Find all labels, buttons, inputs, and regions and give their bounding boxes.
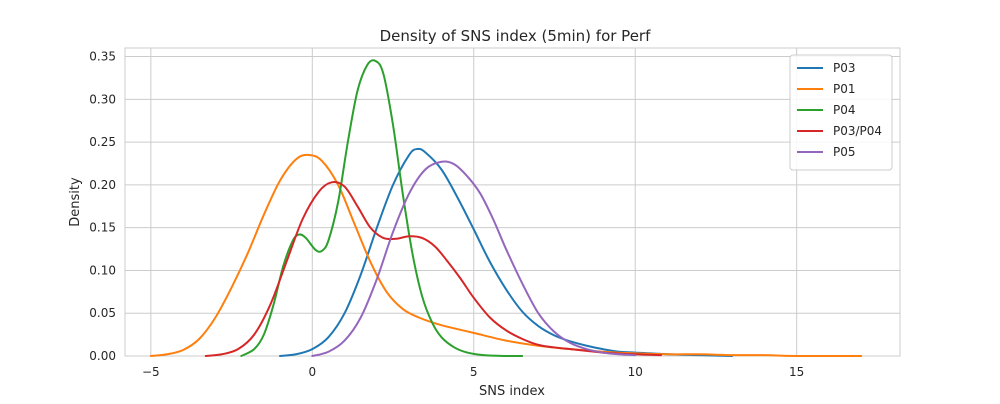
y-tick-label: 0.15 bbox=[89, 221, 116, 235]
x-axis-ticks: −5 0 5 10 15 bbox=[142, 365, 804, 379]
legend-label-p03: P03 bbox=[833, 61, 856, 75]
x-tick-label: 0 bbox=[308, 365, 316, 379]
legend-label-p01: P01 bbox=[833, 82, 856, 96]
y-tick-label: 0.00 bbox=[89, 349, 116, 363]
x-tick-label: 5 bbox=[470, 365, 478, 379]
y-tick-label: 0.20 bbox=[89, 178, 116, 192]
series-line-p04 bbox=[240, 59, 524, 358]
y-tick-label: 0.30 bbox=[89, 92, 116, 106]
y-axis-ticks: 0.00 0.05 0.10 0.15 0.20 0.25 0.30 0.35 bbox=[89, 50, 116, 363]
y-tick-label: 0.35 bbox=[89, 50, 116, 64]
series-line-p01 bbox=[149, 153, 863, 358]
legend-label-p04: P04 bbox=[833, 103, 856, 117]
y-axis-label: Density bbox=[68, 177, 83, 227]
legend: P03 P01 P04 P03/P04 P05 bbox=[789, 54, 893, 171]
x-tick-label: 10 bbox=[628, 365, 643, 379]
legend-label-p03-p04: P03/P04 bbox=[833, 124, 882, 138]
series-lines bbox=[149, 59, 863, 358]
legend-label-p05: P05 bbox=[833, 145, 856, 159]
series-line-p03 bbox=[279, 147, 734, 357]
series-line-p03-p04 bbox=[204, 181, 663, 357]
y-tick-label: 0.25 bbox=[89, 135, 116, 149]
y-tick-label: 0.05 bbox=[89, 306, 116, 320]
y-tick-label: 0.10 bbox=[89, 263, 116, 277]
x-axis-label: SNS index bbox=[479, 384, 545, 399]
grid bbox=[125, 48, 900, 357]
legend-box bbox=[789, 54, 893, 171]
x-tick-label: −5 bbox=[142, 365, 160, 379]
series-line-p05 bbox=[311, 160, 637, 357]
x-tick-label: 15 bbox=[789, 365, 804, 379]
chart-title: Density of SNS index (5min) for Perf bbox=[380, 27, 651, 45]
plot-frame bbox=[124, 47, 901, 357]
